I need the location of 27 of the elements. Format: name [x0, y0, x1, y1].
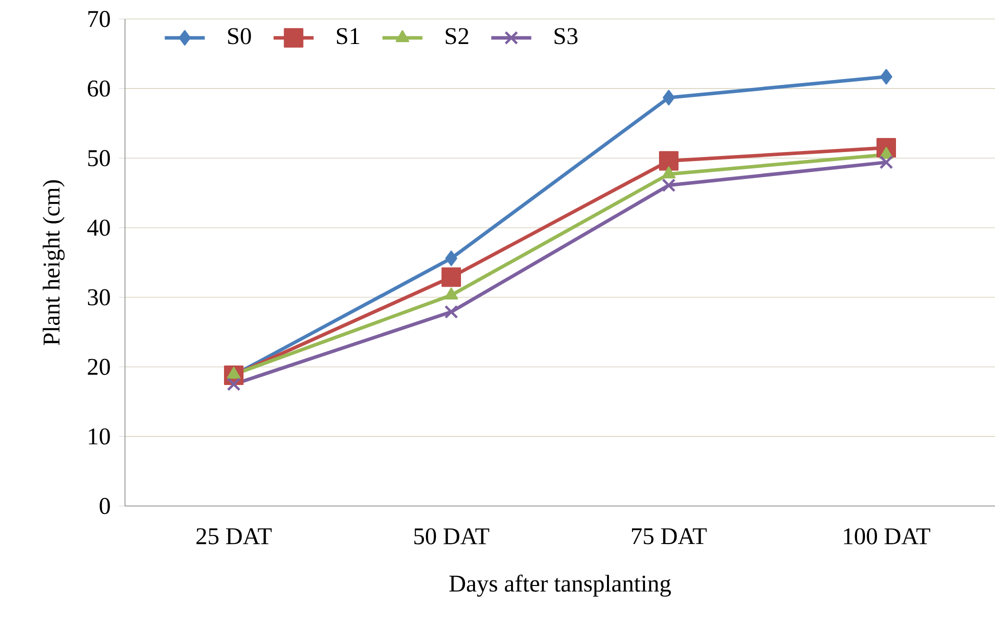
point — [659, 151, 679, 171]
x-tick-label: 50 DAT — [414, 528, 490, 544]
y-tick-label: 0 — [100, 498, 110, 514]
y-tick-label: 40 — [87, 220, 110, 236]
point — [442, 267, 461, 287]
y-tick-label: 10 — [88, 428, 110, 445]
x-tick-label: 100 DAT — [844, 528, 930, 544]
y-axis-title: Plant height (cm) — [42, 180, 65, 346]
legend-label: S1 — [336, 28, 360, 44]
y-tick-label: 70 — [88, 10, 110, 28]
point — [662, 178, 676, 192]
y-tick-label: 30 — [88, 289, 110, 306]
legend-label: S0 — [228, 28, 251, 44]
point — [662, 90, 675, 106]
point — [227, 378, 240, 391]
legend-label: S3 — [554, 28, 578, 44]
x-tick-label: 75 DAT — [632, 528, 707, 544]
y-tick-label: 20 — [88, 358, 110, 375]
x-tick-label: 25 DAT — [196, 528, 272, 544]
point — [880, 68, 892, 84]
x-axis-title: Days after tansplanting — [449, 574, 671, 597]
point — [880, 156, 893, 169]
legend-label: S2 — [446, 28, 468, 44]
y-tick-label: 60 — [88, 80, 110, 97]
point — [444, 305, 458, 318]
y-tick-label: 50 — [88, 150, 110, 166]
point — [445, 250, 458, 266]
